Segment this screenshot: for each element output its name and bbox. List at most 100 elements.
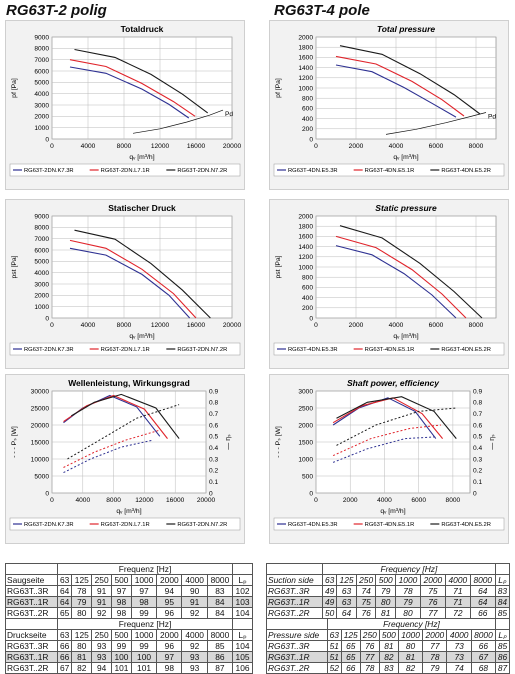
x-tick-label: 8000 [117,322,132,329]
column-header: 63 [56,629,73,641]
y-tick-label: 1400 [298,65,313,72]
table-cell: 50 [322,607,338,619]
y-axis-label: - - - Pₛ [W] [275,426,282,458]
frequency-label: Frequency [Hz] [326,618,497,630]
table-cell: 104 [232,640,253,652]
y2-tick-label: 0.9 [209,388,218,395]
y-axis-label: pst [Pa] [275,255,282,278]
row-label: RG63T..3R [266,640,328,652]
y2-tick-label: 0.2 [473,468,482,475]
x-axis-label: qᵥ [m³/h] [393,333,418,340]
y-tick-label: 3000 [34,102,49,109]
x-tick-label: 16000 [166,497,185,504]
y-tick-label: 1200 [298,254,313,261]
x-tick-label: 2000 [349,143,364,150]
table-cell: 101 [130,662,158,674]
efficiency-line [71,393,180,439]
series-line [69,239,197,319]
y-tick-label: 2500 [298,405,313,412]
power-line [67,404,180,460]
x-tick-label: 0 [314,143,318,150]
table-cell: 66 [56,640,73,652]
table-cell: 78 [359,662,380,674]
table-cell: 84 [206,607,234,619]
legend-entry: RG63T-2DN.N7.2R [177,168,227,174]
x-tick-label: 0 [314,497,318,504]
table-suction-side: Frequency [Hz] Suction side 63 125 250 500 100… [265,563,511,619]
chart-svg: Total pressure 0 2000 4000 6000 8000 0 200 400 60… [273,24,505,177]
y2-tick-label: 0.6 [473,422,482,429]
table-side-label: Druckseite [5,629,58,641]
column-header: Lₚ [232,574,253,586]
y2-axis-label: — ηₛ [225,434,232,450]
legend-entry: RG63T-4DN.E5.3R [288,168,338,174]
chart-statischer-druck: Statischer Druck 0 4000 8000 12000 16000 20000… [5,199,245,369]
table-cell: 106 [232,662,253,674]
chart-svg: Shaft power, efficiency 0 2000 4000 6000 8000… [273,378,505,531]
table-cell: 72 [444,607,471,619]
table-cell: 51 [326,651,342,663]
y2-tick-label: 0.8 [209,400,218,407]
table-header-row: Frequency [Hz] [266,618,510,630]
legend-entry: RG63T-4DN.E5.3R [288,522,338,528]
table-cell: 86 [206,651,234,663]
column-header: 125 [71,574,93,586]
column-header: 250 [359,629,380,641]
table-cell: 96 [156,607,183,619]
row-label: RG63T..1R [5,596,58,608]
x-tick-label: 12000 [151,322,170,329]
table-cell: 52 [326,662,342,674]
x-axis-label: qᵥ [m³/h] [129,333,154,340]
x-tick-label: 20000 [197,497,216,504]
table-cell: 84 [494,596,511,608]
power-line [63,429,160,468]
table-cell: 75 [355,596,377,608]
column-header: 4000 [181,629,208,641]
column-header: 8000 [470,629,497,641]
row-label: RG63T..3R [265,585,324,597]
table-cell: 80 [71,640,93,652]
table-cell: 63 [336,585,357,597]
table-cell: 66 [470,640,497,652]
column-header: 500 [378,629,399,641]
series-line [339,45,481,115]
table-cell: 98 [156,662,183,674]
y-axis-label: - - - Pₛ [W] [11,426,18,458]
series-line [335,245,457,319]
table-cell: 100 [130,651,158,663]
legend-entry: RG63T-4DN.E5.3R [288,347,338,353]
series-line [69,59,196,117]
column-header: 4000 [444,574,471,586]
y2-tick-label: 0.8 [473,400,482,407]
table-cell: 64 [56,596,73,608]
table-cell: 82 [71,662,93,674]
y-tick-label: 3000 [298,388,313,395]
table-cell: 90 [181,585,208,597]
table-cell: 92 [91,607,113,619]
x-axis-label: qᵥ [m³/h] [129,154,154,161]
table-empty-cell [232,618,253,630]
table-cell: 81 [375,607,396,619]
x-axis-label: qᵥ [m³/h] [116,508,141,515]
column-header: Lₚ [232,629,253,641]
y-tick-label: 400 [302,295,313,302]
table-empty-cell [495,618,510,630]
y-tick-label: 7000 [34,57,49,64]
table-cell: 80 [375,596,396,608]
frequency-label: Frequenz [Hz] [56,563,234,575]
table-header-row: Frequenz [Hz] [5,563,253,575]
table-cell: 79 [375,585,396,597]
table-cell: 66 [56,651,73,663]
table-corner-cell [5,563,58,575]
table-cell: 63 [336,596,357,608]
y-tick-label: 4000 [34,270,49,277]
y-tick-label: 800 [302,96,313,103]
y-axis-label: pf [Pa] [11,78,18,98]
y2-tick-label: 0.9 [473,388,482,395]
power-line [332,424,441,457]
y2-tick-label: 0 [209,490,213,497]
table-cell: 65 [56,607,73,619]
table-cell: 101 [111,662,132,674]
y2-tick-label: 0.1 [473,479,482,486]
table-saugseite: Frequenz [Hz] Saugseite 63 125 250 500 1000 200… [5,563,253,619]
